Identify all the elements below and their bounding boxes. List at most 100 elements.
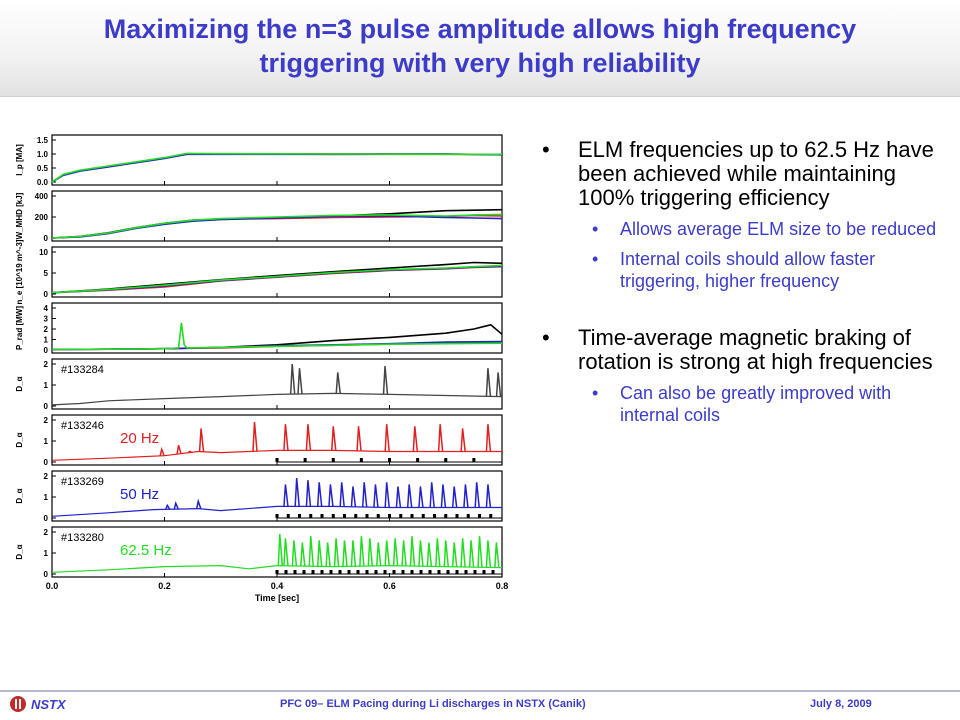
green-elm-spike: [392, 538, 399, 566]
bullet-2-text: Time-average magnetic braking of rotatio…: [578, 325, 933, 374]
y-tick-label: 10: [39, 248, 48, 257]
blue-elm-spike: [463, 484, 469, 508]
green-elm-spike: [376, 542, 382, 566]
trigger-pulse-mark: [478, 514, 481, 518]
black-series-line: [51, 208, 503, 239]
y-tick-label: 0: [44, 346, 49, 355]
green-elm-spike: [342, 540, 348, 567]
panel-frame: [51, 358, 503, 410]
trigger-pulse-mark: [302, 570, 306, 574]
green-elm-spike: [494, 542, 500, 568]
y-tick-label: 1: [44, 437, 49, 446]
x-axis-label: Time [sec]: [255, 593, 299, 603]
y-tick-label: 5: [44, 269, 49, 278]
x-tick-label: 0.2: [158, 581, 171, 591]
pulse-frequency-label: 62.5 Hz: [120, 542, 172, 559]
green-elm-spike: [460, 538, 466, 568]
blue-d-alpha-baseline: [51, 505, 502, 517]
blue-elm-spike: [316, 482, 323, 507]
title-band: [0, 0, 960, 97]
red-elm-spike: [305, 424, 312, 451]
blue-elm-spike: [305, 480, 312, 507]
red-elm-spike: [356, 426, 362, 451]
shot-number-label: #133246: [61, 420, 104, 432]
slide-title: Maximizing the n=3 pulse amplitude allow…: [20, 12, 940, 80]
red-elm-spike: [384, 424, 390, 452]
y-axis-label: I_p [MA]: [15, 144, 24, 176]
bullet-1-sub-2-text: Internal coils should allow faster trigg…: [620, 249, 876, 291]
blue-elm-spike: [384, 482, 390, 508]
green-series-line: [51, 152, 502, 183]
trigger-pulse-mark: [388, 514, 391, 518]
green-elm-spike: [300, 542, 306, 567]
green-elm-spike: [443, 540, 449, 567]
green-elm-spike: [308, 536, 314, 567]
blue-elm-spike: [328, 484, 334, 507]
pulse-frequency-label: 50 Hz: [120, 486, 159, 503]
y-tick-label: 0: [44, 402, 49, 411]
nstx-logo-icon: [10, 696, 26, 712]
green-elm-spike: [359, 536, 365, 567]
blue-elm-spike: [440, 484, 447, 508]
green-series-line: [51, 322, 503, 351]
footer-title: PFC 09– ELM Pacing during Li discharges …: [280, 698, 586, 710]
trigger-pulse-mark: [286, 514, 290, 518]
green-elm-spike: [426, 542, 433, 567]
blue-elm-spike: [485, 484, 492, 508]
trigger-pulse-mark: [365, 514, 369, 518]
y-tick-label: 1: [44, 493, 49, 502]
trigger-pulse-mark: [428, 570, 432, 574]
bullet-2-sub-1: • Can also be greatly improved with inte…: [540, 382, 940, 426]
trigger-pulse-mark: [365, 570, 369, 574]
green-elm-spike: [435, 538, 441, 567]
bullet-spacer: [540, 300, 940, 326]
y-axis-label: n_e [10^19 m^-3]: [15, 239, 24, 304]
trigger-pulse-mark: [421, 514, 425, 518]
y-tick-label: 1.5: [37, 136, 49, 145]
trigger-pulse-mark: [284, 570, 288, 574]
shot-number-label: #133284: [61, 364, 104, 376]
trigger-pulse-mark: [446, 570, 450, 574]
blue-elm-spike: [339, 482, 345, 507]
x-tick-label: 0.0: [46, 581, 59, 591]
y-tick-label: 2: [44, 325, 49, 334]
red-series-line: [51, 152, 503, 183]
trigger-pulse-mark: [320, 570, 324, 574]
trigger-pulse-mark: [433, 514, 436, 518]
y-tick-label: 200: [35, 213, 49, 222]
blue-elm-spike: [173, 501, 179, 510]
trigger-pulse-mark: [491, 570, 495, 574]
y-tick-label: 0.5: [37, 164, 49, 173]
green-series-line: [51, 264, 503, 294]
trigger-pulse-mark: [466, 514, 470, 518]
trigger-pulse-mark: [472, 458, 476, 462]
green-elm-spike: [401, 540, 407, 566]
green-elm-spike: [333, 538, 340, 567]
red-elm-spike: [187, 450, 193, 454]
trigger-pulse-mark: [293, 570, 297, 574]
trigger-pulse-mark: [275, 570, 279, 574]
trigger-pulse-mark: [410, 570, 414, 574]
red-elm-spike: [412, 426, 419, 452]
trigger-pulse-mark: [347, 570, 351, 574]
x-tick-label: 0.8: [496, 581, 509, 591]
y-tick-label: 0.0: [37, 178, 49, 187]
trigger-pulse-mark: [343, 514, 346, 518]
blue-elm-spike: [418, 486, 424, 508]
panel-frame: [51, 134, 503, 186]
trigger-pulse-mark: [444, 514, 448, 518]
green-elm-spike: [477, 536, 483, 568]
blue-series-line: [51, 153, 503, 183]
shot-number-label: #133280: [61, 532, 104, 544]
green-series-line: [51, 213, 503, 239]
blue-elm-spike: [196, 498, 202, 509]
trigger-pulse-mark: [354, 514, 358, 518]
trigger-pulse-mark: [383, 570, 387, 574]
pulse-frequency-label: 20 Hz: [120, 430, 159, 447]
red-elm-spike: [252, 422, 258, 452]
bullet-2-sub-1-text: Can also be greatly improved with intern…: [620, 383, 892, 425]
y-tick-label: 3: [44, 315, 49, 324]
bullet-dot: •: [542, 137, 550, 162]
gray-elm-spike: [335, 372, 341, 394]
trigger-pulse-mark: [275, 458, 279, 462]
